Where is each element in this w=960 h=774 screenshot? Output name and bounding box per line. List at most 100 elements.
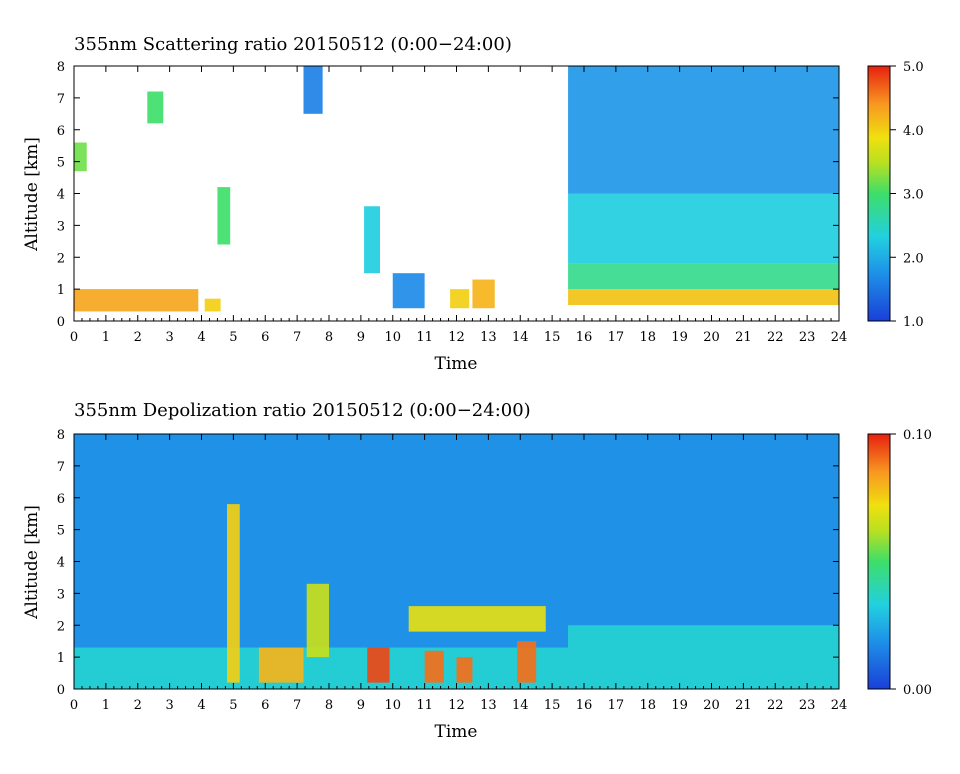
scattering-ratio-xtick-label: 3 [165,330,173,345]
depolization-ratio-xtick-label: 13 [480,698,497,713]
depolization-ratio-ytick-label: 4 [57,556,65,571]
depolization-ratio-xtick-label: 0 [70,698,78,713]
scattering-ratio-colorbar-tick-label: 3.0 [903,188,924,203]
depolization-ratio-ytick-label: 3 [57,587,65,602]
scattering-ratio-feature-0 [74,289,199,312]
depolization-ratio-xtick-label: 7 [293,698,301,713]
depolization-ratio-feature-3 [306,583,329,658]
scattering-ratio-xtick-label: 22 [767,330,784,345]
depolization-ratio-xtick-label: 20 [703,698,720,713]
scattering-ratio-colorbar-tick-label: 4.0 [903,124,924,139]
depolization-ratio-xtick-label: 4 [197,698,205,713]
depolization-ratio-ytick-label: 6 [57,492,65,507]
scattering-ratio-xtick-label: 14 [512,330,529,345]
scattering-ratio-feature-5 [392,273,425,309]
scattering-ratio-xtick-label: 10 [384,330,401,345]
depolization-ratio-xtick-label: 22 [767,698,784,713]
depolization-ratio-xtick-label: 23 [799,698,816,713]
depolization-ratio-panel: 355nm Depolization ratio 20150512 (0:00−… [22,400,932,742]
depolization-ratio-xtick-label: 12 [448,698,465,713]
scattering-ratio-ytick-label: 2 [57,251,65,266]
scattering-ratio-xtick-label: 16 [576,330,593,345]
scattering-ratio-xtick-label: 19 [671,330,688,345]
scattering-ratio-xtick-label: 4 [197,330,205,345]
depolization-ratio-feature-10 [408,606,546,632]
scattering-ratio-feature-6 [450,289,470,309]
depolization-ratio-colorbar-tick-label: 0.00 [903,683,932,698]
depolization-ratio-colorbar [867,433,891,690]
scattering-ratio-feature-9 [568,263,839,290]
scattering-ratio-xtick-label: 13 [480,330,497,345]
scattering-ratio-title: 355nm Scattering ratio 20150512 (0:00−24… [74,34,512,55]
scattering-ratio-ylabel: Altitude [km] [22,137,42,252]
scattering-ratio-feature-3 [303,66,323,114]
scattering-ratio-colorbar-tick-label: 5.0 [903,60,924,75]
scattering-ratio-xtick-label: 0 [70,330,78,345]
scattering-ratio-ytick-label: 1 [57,283,65,298]
depolization-ratio-feature-6 [456,657,473,683]
depolization-ratio-feature-8 [227,504,240,683]
depolization-ratio-xtick-label: 15 [544,698,561,713]
depolization-ratio-colorbar-tick-label: 0.10 [903,428,932,443]
depolization-ratio-xtick-label: 16 [576,698,593,713]
depolization-ratio-feature-5 [424,650,444,683]
depolization-ratio-heatmap [74,434,839,689]
depolization-ratio-xtick-label: 8 [325,698,333,713]
depolization-ratio-ytick-label: 5 [57,524,65,539]
scattering-ratio-ytick-label: 6 [57,124,65,139]
depolization-ratio-ytick-label: 1 [57,651,65,666]
scattering-ratio-feature-8 [568,289,839,306]
scattering-ratio-xtick-label: 21 [735,330,752,345]
scattering-ratio-xtick-label: 17 [608,330,625,345]
depolization-ratio-feature-4 [367,647,390,683]
scattering-ratio-ytick-label: 3 [57,219,65,234]
depolization-ratio-xtick-label: 17 [608,698,625,713]
depolization-ratio-xlabel: Time [435,722,478,742]
depolization-ratio-xtick-label: 3 [165,698,173,713]
scattering-ratio-panel: 355nm Scattering ratio 20150512 (0:00−24… [22,34,924,374]
scattering-ratio-xtick-label: 6 [261,330,269,345]
scattering-ratio-feature-1 [204,298,221,312]
scattering-ratio-xtick-label: 8 [325,330,333,345]
scattering-ratio-feature-13 [147,91,164,124]
depolization-ratio-xtick-label: 21 [735,698,752,713]
scattering-ratio-xtick-label: 20 [703,330,720,345]
scattering-ratio-xlabel: Time [435,354,478,374]
scattering-ratio-ytick-label: 4 [57,188,65,203]
depolization-ratio-xtick-label: 11 [416,698,433,713]
depolization-ratio-ylabel: Altitude [km] [22,505,42,620]
scattering-ratio-xtick-label: 5 [229,330,237,345]
scattering-ratio-feature-4 [364,206,380,274]
scattering-ratio-xtick-label: 24 [831,330,848,345]
depolization-ratio-feature-7 [517,641,537,683]
scattering-ratio-colorbar-ticks: 1.0 2.0 3.0 4.0 5.0 [890,60,924,330]
scattering-ratio-ticks: 0 1 2 3 4 5 6 7 8 9 10 11 12 13 14 15 16 17 18 19 20 21 22 23 24… [57,60,848,345]
scattering-ratio-ytick-label: 7 [57,92,65,107]
depolization-ratio-ytick-label: 2 [57,619,65,634]
scattering-ratio-feature-11 [568,66,839,194]
depolization-ratio-title: 355nm Depolization ratio 20150512 (0:00−… [74,400,531,421]
depolization-ratio-ticks: 0 1 2 3 4 5 6 7 8 9 10 11 12 13 14 15 16 17 18 19 20 21 22 23 24… [57,428,848,713]
depolization-ratio-xtick-label: 14 [512,698,529,713]
scattering-ratio-heatmap [74,66,839,312]
depolization-ratio-xtick-label: 6 [261,698,269,713]
scattering-ratio-xtick-label: 23 [799,330,816,345]
depolization-ratio-xtick-label: 2 [134,698,142,713]
scattering-ratio-xtick-label: 15 [544,330,561,345]
depolization-ratio-feature-2 [568,625,839,689]
scattering-ratio-feature-12 [74,142,87,172]
depolization-ratio-xtick-label: 5 [229,698,237,713]
scattering-ratio-xtick-label: 7 [293,330,301,345]
depolization-ratio-ytick-label: 7 [57,460,65,475]
scattering-ratio-xtick-label: 12 [448,330,465,345]
depolization-ratio-ytick-label: 0 [57,683,65,698]
scattering-ratio-feature-7 [472,279,495,309]
depolization-ratio-xtick-label: 18 [639,698,656,713]
depolization-ratio-ytick-label: 8 [57,428,65,443]
depolization-ratio-xtick-label: 24 [831,698,848,713]
scattering-ratio-xtick-label: 18 [639,330,656,345]
depolization-ratio-xtick-label: 10 [384,698,401,713]
depolization-ratio-xtick-label: 19 [671,698,688,713]
scattering-ratio-ytick-label: 8 [57,60,65,75]
